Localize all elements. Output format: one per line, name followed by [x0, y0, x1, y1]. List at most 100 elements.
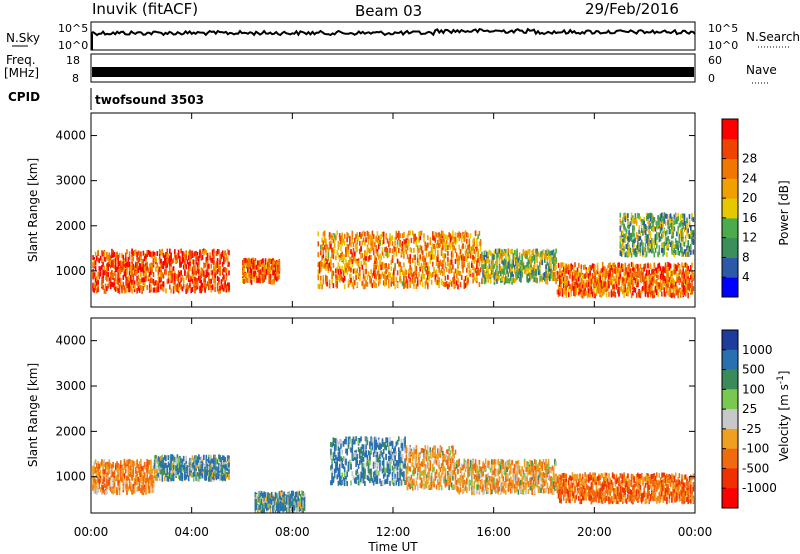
- power-echo-cell: [260, 275, 263, 281]
- power-echo-cell: [413, 277, 415, 283]
- power-echo-cell: [142, 279, 145, 285]
- power-echo-cell: [191, 269, 194, 275]
- power-ylabel: Slant Range [km]: [26, 158, 40, 262]
- power-echo-cell: [92, 261, 94, 267]
- velocity-echo-cell: [189, 470, 191, 476]
- velocity-echo-cell: [128, 458, 131, 464]
- power-echo-cell: [208, 263, 210, 269]
- power-echo-cell: [502, 269, 505, 275]
- power-echo-cell: [677, 228, 679, 234]
- power-echo-cell: [403, 250, 405, 256]
- velocity-echo-cell: [138, 461, 141, 467]
- velocity-echo-cell: [177, 474, 180, 480]
- power-echo-cell: [690, 244, 692, 249]
- power-echo-cell: [377, 254, 380, 260]
- power-echo-cell: [623, 272, 625, 277]
- power-echo-cell: [321, 261, 323, 267]
- velocity-echo-cell: [137, 468, 140, 473]
- power-echo-cell: [432, 235, 434, 241]
- power-echo-cell: [130, 268, 132, 274]
- power-echo-cell: [589, 292, 591, 298]
- power-echo-cell: [604, 275, 606, 281]
- power-echo-cell: [189, 274, 191, 280]
- power-echo-cell: [530, 263, 532, 269]
- velocity-echo-cell: [93, 477, 96, 483]
- power-echo-cell: [466, 255, 468, 261]
- power-echo-cell: [136, 288, 138, 294]
- power-echo-cell: [643, 279, 645, 285]
- power-echo-cell: [343, 263, 346, 269]
- power-echo-cell: [595, 281, 598, 287]
- power-echo-cell: [503, 264, 506, 270]
- power-echo-cell: [401, 241, 404, 247]
- velocity-echo-cell: [138, 466, 141, 472]
- power-echo-cell: [667, 268, 669, 274]
- velocity-echo-cell: [136, 487, 138, 493]
- power-echo-cell: [459, 249, 462, 254]
- velocity-echo-cell: [171, 463, 174, 469]
- power-echo-cell: [350, 267, 352, 273]
- power-echo-cell: [162, 286, 165, 292]
- power-echo-cell: [199, 285, 201, 291]
- power-echo-cell: [395, 276, 398, 282]
- velocity-echo-cell: [185, 462, 187, 468]
- velocity-echo-cell: [103, 482, 106, 488]
- velocity-echo-marks: [92, 436, 695, 514]
- power-echo-cell: [355, 244, 357, 249]
- velocity-echo-cell: [137, 476, 140, 482]
- power-echo-cell: [396, 282, 399, 288]
- power-echo-cell: [376, 260, 379, 266]
- power-echo-cell: [507, 248, 510, 254]
- power-echo-cell: [515, 276, 517, 282]
- power-echo-cell: [325, 247, 327, 253]
- power-echo-cell: [432, 254, 434, 260]
- power-echo-cell: [374, 282, 376, 288]
- power-echo-cell: [361, 231, 364, 237]
- power-echo-cell: [608, 280, 610, 286]
- power-echo-cell: [673, 269, 676, 275]
- power-echo-cell: [381, 240, 384, 246]
- power-echo-cell: [177, 249, 180, 255]
- power-echo-cell: [321, 255, 323, 261]
- power-echo-cell: [661, 275, 663, 281]
- power-echo-cell: [505, 278, 507, 284]
- power-echo-cell: [196, 251, 199, 257]
- power-echo-cell: [185, 288, 187, 294]
- power-echo-cell: [226, 286, 229, 292]
- power-echo-cell: [613, 291, 615, 297]
- velocity-echo-cell: [136, 459, 138, 465]
- power-echo-cell: [658, 250, 661, 256]
- power-echo-cell: [688, 283, 691, 288]
- power-echo-cell: [501, 276, 503, 282]
- power-echo-cell: [481, 264, 483, 270]
- power-echo-cell: [131, 257, 133, 262]
- velocity-echo-cell: [195, 460, 197, 465]
- power-echo-cell: [158, 249, 161, 254]
- velocity-echo-cell: [147, 477, 150, 483]
- power-ytick-label: 4000: [55, 129, 86, 143]
- power-echo-cell: [644, 224, 647, 230]
- velocity-echo-cell: [98, 479, 101, 485]
- power-echo-cell: [447, 284, 449, 290]
- power-echo-cell: [367, 234, 370, 240]
- power-echo-cell: [611, 263, 614, 269]
- velocity-echo-cell: [191, 466, 194, 472]
- power-echo-cell: [195, 285, 197, 291]
- power-echo-cell: [585, 272, 588, 278]
- power-echo-cell: [599, 277, 601, 283]
- power-echo-cell: [601, 277, 604, 282]
- power-echo-cell: [615, 282, 618, 288]
- power-echo-cell: [639, 290, 642, 296]
- power-echo-cell: [384, 247, 386, 253]
- power-echo-cell: [394, 241, 396, 247]
- power-echo-cell: [366, 234, 369, 240]
- power-echo-cell: [382, 239, 385, 244]
- power-echo-cell: [206, 272, 209, 277]
- power-echo-cell: [437, 249, 439, 255]
- power-echo-cell: [367, 231, 370, 237]
- power-echo-cell: [445, 235, 448, 241]
- power-echo-cell: [654, 220, 657, 226]
- power-echo-cell: [649, 264, 652, 269]
- power-echo-cell: [340, 269, 342, 274]
- power-echo-cell: [430, 254, 433, 260]
